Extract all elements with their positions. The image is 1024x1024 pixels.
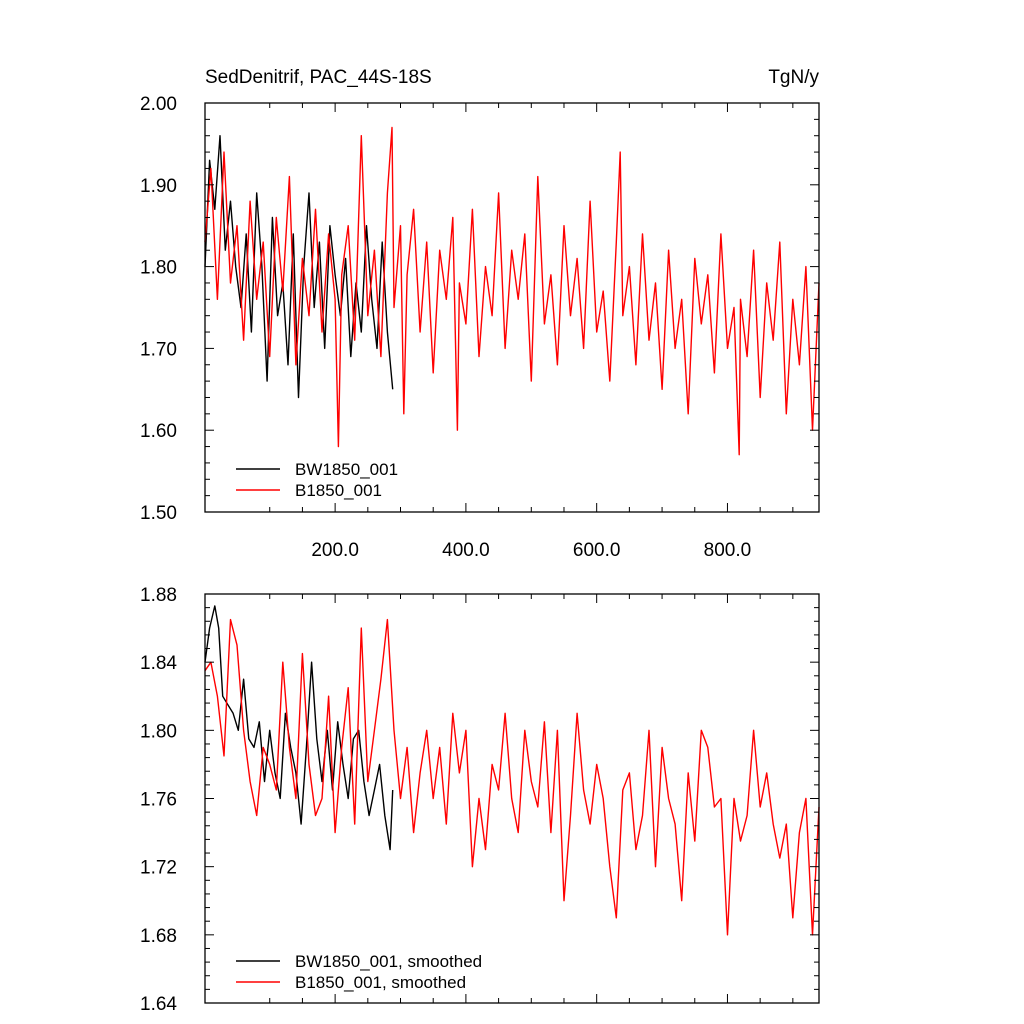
- y-tick-label: 1.60: [140, 421, 177, 442]
- y-tick-label: 1.88: [140, 585, 177, 606]
- y-tick-label: 1.84: [140, 653, 177, 674]
- top-x-tick-labels: 200.0 400.0 600.0 800.0: [311, 540, 751, 561]
- y-tick-label: 1.80: [140, 721, 177, 742]
- series-line-b1850: [204, 126, 820, 456]
- series-line-bw1850: [204, 134, 394, 399]
- y-tick-label: 1.90: [140, 176, 177, 197]
- y-tick-label: 1.72: [140, 858, 177, 879]
- bottom-series-layer: [204, 605, 820, 936]
- x-tick-label: 800.0: [704, 540, 752, 561]
- top-ticks-layer: [205, 102, 819, 513]
- top-y-tick-labels: 1.50 1.60 1.70 1.80 1.90 2.00: [140, 94, 177, 524]
- series-line-bw1850: [204, 605, 394, 851]
- x-tick-label: 200.0: [311, 540, 359, 561]
- bottom-panel: 1.64 1.68 1.72 1.76 1.80 1.84 1.88 BW1850_001,…: [140, 585, 820, 1015]
- legend-label-b1850-smoothed: B1850_001, smoothed: [295, 973, 466, 992]
- bottom-y-tick-labels: 1.64 1.68 1.72 1.76 1.80 1.84 1.88: [140, 585, 177, 1015]
- y-tick-label: 1.80: [140, 258, 177, 279]
- x-tick-label: 600.0: [573, 540, 621, 561]
- y-tick-label: 1.70: [140, 339, 177, 360]
- top-legend: BW1850_001 B1850_001: [236, 460, 398, 500]
- bottom-ticks-layer: [205, 593, 819, 1004]
- bottom-plot-frame: [204, 593, 820, 1004]
- y-tick-label: 1.50: [140, 503, 177, 524]
- y-tick-label: 1.68: [140, 926, 177, 947]
- y-tick-label: 2.00: [140, 94, 177, 115]
- top-series-layer: [204, 126, 820, 456]
- x-tick-label: 400.0: [442, 540, 490, 561]
- panel-title-left: SedDenitrif, PAC_44S-18S: [205, 67, 432, 88]
- panel-units-label: TgN/y: [768, 67, 819, 88]
- y-tick-label: 1.76: [140, 790, 177, 811]
- legend-label-bw1850-smoothed: BW1850_001, smoothed: [295, 952, 482, 971]
- bottom-legend: BW1850_001, smoothed B1850_001, smoothed: [236, 952, 482, 992]
- top-panel: SedDenitrif, PAC_44S-18S TgN/y 1.501.601…: [140, 67, 820, 561]
- series-line-b1850: [204, 618, 820, 936]
- y-tick-label: 1.64: [140, 994, 177, 1015]
- legend-label-bw1850: BW1850_001: [295, 460, 398, 479]
- legend-label-b1850: B1850_001: [295, 481, 382, 500]
- top-plot-frame: [204, 102, 820, 513]
